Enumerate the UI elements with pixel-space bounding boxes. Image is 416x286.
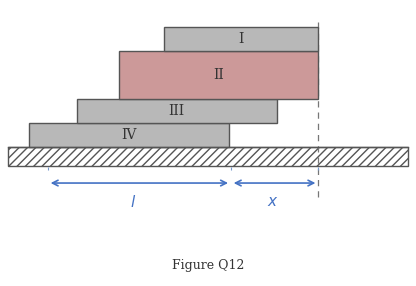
Text: $x$: $x$ <box>267 194 278 209</box>
Text: II: II <box>213 68 224 82</box>
Text: $l$: $l$ <box>130 194 136 210</box>
Text: I: I <box>239 32 244 46</box>
Bar <box>8 147 408 166</box>
Bar <box>119 51 318 99</box>
Bar <box>29 123 229 147</box>
Text: Figure Q12: Figure Q12 <box>172 259 244 272</box>
Bar <box>77 99 277 123</box>
Bar <box>164 27 318 51</box>
Text: IV: IV <box>121 128 136 142</box>
Text: III: III <box>169 104 185 118</box>
